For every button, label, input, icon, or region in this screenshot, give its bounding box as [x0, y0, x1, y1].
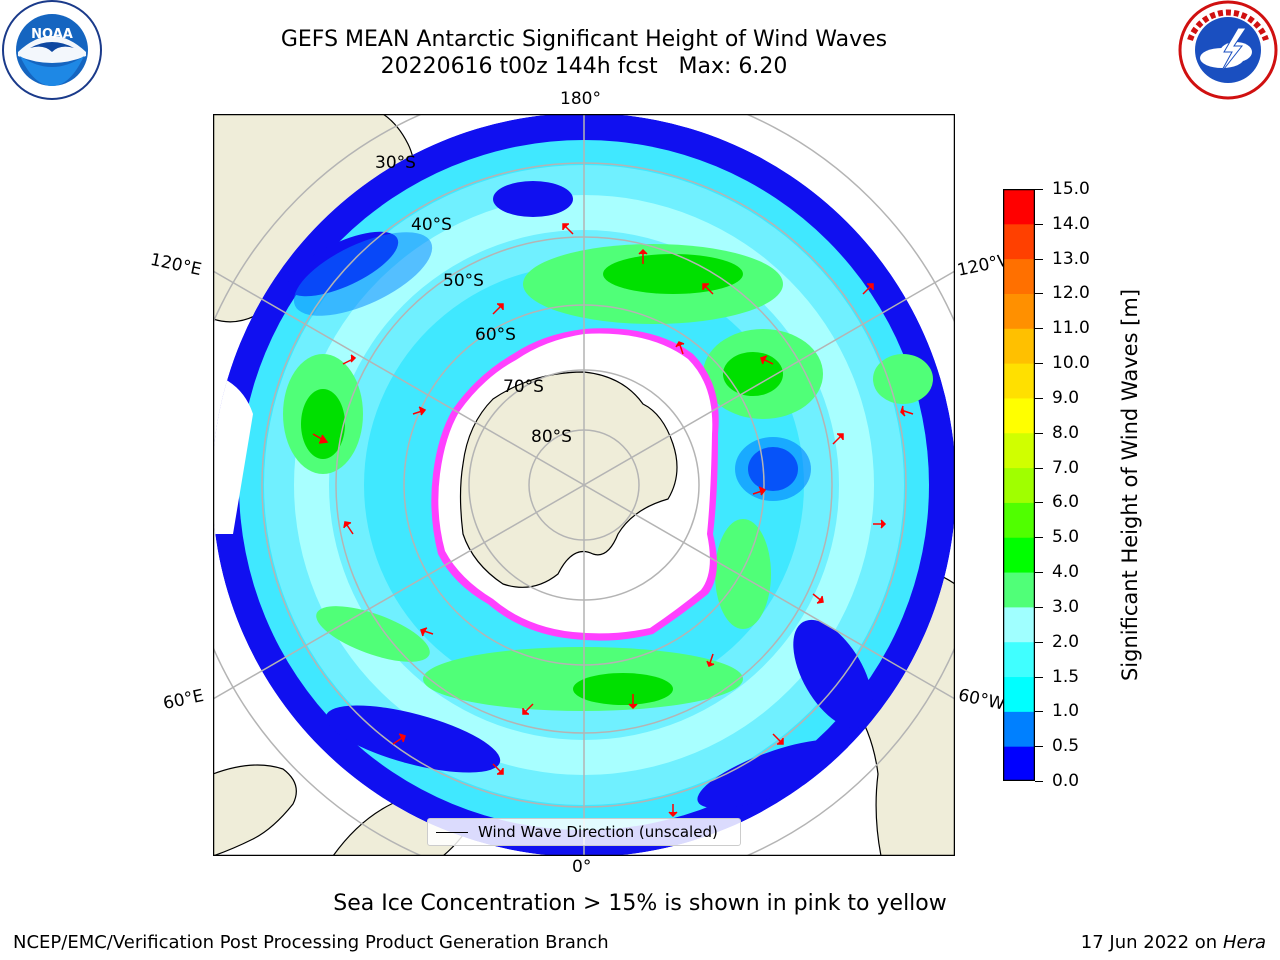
lon-label-60e: 60°E [161, 685, 206, 715]
noaa-logo: NOAA [2, 0, 102, 100]
colorbar-tick-label: 4.0 [1052, 562, 1080, 583]
colorbar-tick-mark [1035, 606, 1043, 608]
colorbar-tick-mark [1035, 676, 1043, 678]
lat-label-80s: 80°S [531, 427, 572, 447]
colorbar-segment [1003, 467, 1035, 503]
footer-date-text: 17 Jun 2022 on [1080, 932, 1218, 953]
high-wave-regions [283, 244, 933, 711]
colorbar-segment [1003, 189, 1035, 225]
colorbar-segment [1003, 572, 1035, 608]
lat-label-70s: 70°S [503, 377, 544, 397]
colorbar-segment [1003, 502, 1035, 538]
colorbar-tick-mark [1035, 363, 1043, 365]
colorbar-tick-mark [1035, 781, 1043, 782]
lat-label-40s: 40°S [411, 215, 452, 235]
colorbar-segment [1003, 746, 1035, 781]
colorbar-label: Significant Height of Wind Waves [m] [1118, 288, 1142, 682]
sea-ice-note: Sea Ice Concentration > 15% is shown in … [333, 891, 947, 916]
colorbar-segment [1003, 258, 1035, 294]
colorbar-tick-mark [1035, 293, 1043, 295]
legend-line-swatch [436, 832, 468, 833]
lon-label-120e: 120°E [148, 249, 204, 281]
colorbar-border [1003, 189, 1035, 781]
colorbar-tick-mark [1035, 641, 1043, 643]
colorbar-tick-label: 6.0 [1052, 492, 1080, 513]
colorbar-tick-mark [1035, 258, 1043, 260]
footer-host: Hera [1222, 932, 1266, 953]
colorbar-segment [1003, 363, 1035, 399]
nws-logo [1178, 0, 1278, 100]
colorbar-tick-label: 2.0 [1052, 631, 1080, 652]
chart-subtitle: 20220616 t00z 144h fcst Max: 6.20 [380, 54, 788, 79]
colorbar-tick-label: 12.0 [1052, 283, 1090, 304]
wind-wave-arrows [312, 223, 914, 818]
colorbar-segment [1003, 328, 1035, 364]
polar-map: 30°S 40°S 50°S 60°S 70°S 80°S [213, 114, 955, 856]
lon-label-180: 180° [560, 89, 601, 109]
colorbar-tick-label: 1.5 [1052, 666, 1080, 687]
colorbar-tick-label: 14.0 [1052, 213, 1090, 234]
footer-credit: NCEP/EMC/Verification Post Processing Pr… [13, 932, 609, 953]
graticule [213, 114, 955, 856]
colorbar-tick-label: 5.0 [1052, 527, 1080, 548]
colorbar-tick-label: 3.0 [1052, 596, 1080, 617]
colorbar-tick-mark [1035, 328, 1043, 330]
antarctica [459, 371, 678, 588]
colorbar-segment [1003, 711, 1035, 747]
colorbar-segment [1003, 293, 1035, 329]
lon-label-0: 0° [572, 857, 592, 877]
colorbar-segment [1003, 223, 1035, 260]
colorbar-tick-label: 10.0 [1052, 353, 1090, 374]
colorbar-tick-mark [1035, 223, 1043, 225]
colorbar-segment [1003, 432, 1035, 469]
colorbar-tick-label: 9.0 [1052, 387, 1080, 408]
colorbar-tick-mark [1035, 189, 1043, 190]
colorbar-tick-label: 11.0 [1052, 318, 1090, 339]
colorbar-tick-mark [1035, 502, 1043, 504]
chart-title: GEFS MEAN Antarctic Significant Height o… [280, 27, 888, 52]
colorbar-tick-mark [1035, 397, 1043, 399]
colorbar-tick-label: 7.0 [1052, 457, 1080, 478]
colorbar-tick-mark [1035, 537, 1043, 539]
colorbar-tick-label: 15.0 [1052, 179, 1090, 199]
legend-label: Wind Wave Direction (unscaled) [478, 823, 718, 841]
africa [213, 764, 297, 856]
colorbar-segment [1003, 537, 1035, 573]
colorbar-tick-label: 1.0 [1052, 701, 1080, 722]
colorbar-segment [1003, 397, 1035, 434]
lat-label-30s: 30°S [375, 153, 416, 173]
colorbar [1003, 189, 1035, 781]
colorbar-tick-label: 0.5 [1052, 736, 1080, 757]
colorbar-segment [1003, 641, 1035, 678]
lon-label-60w: 60°W [956, 685, 1007, 715]
lat-label-60s: 60°S [475, 325, 516, 345]
noaa-logo-text: NOAA [31, 27, 73, 42]
map-legend: Wind Wave Direction (unscaled) [427, 818, 741, 846]
colorbar-tick-mark [1035, 711, 1043, 713]
colorbar-tick-mark [1035, 432, 1043, 434]
lat-label-50s: 50°S [443, 271, 484, 291]
colorbar-tick-label: 8.0 [1052, 422, 1080, 443]
colorbar-tick-mark [1035, 467, 1043, 469]
colorbar-tick-label: 0.0 [1052, 771, 1080, 791]
colorbar-segment [1003, 676, 1035, 712]
colorbar-segment [1003, 606, 1035, 643]
colorbar-tick-label: 13.0 [1052, 248, 1090, 269]
footer-date: 17 Jun 2022 on Hera [1081, 932, 1266, 954]
colorbar-tick-mark [1035, 746, 1043, 748]
colorbar-tick-mark [1035, 572, 1043, 574]
medium-low-regions [293, 232, 811, 501]
